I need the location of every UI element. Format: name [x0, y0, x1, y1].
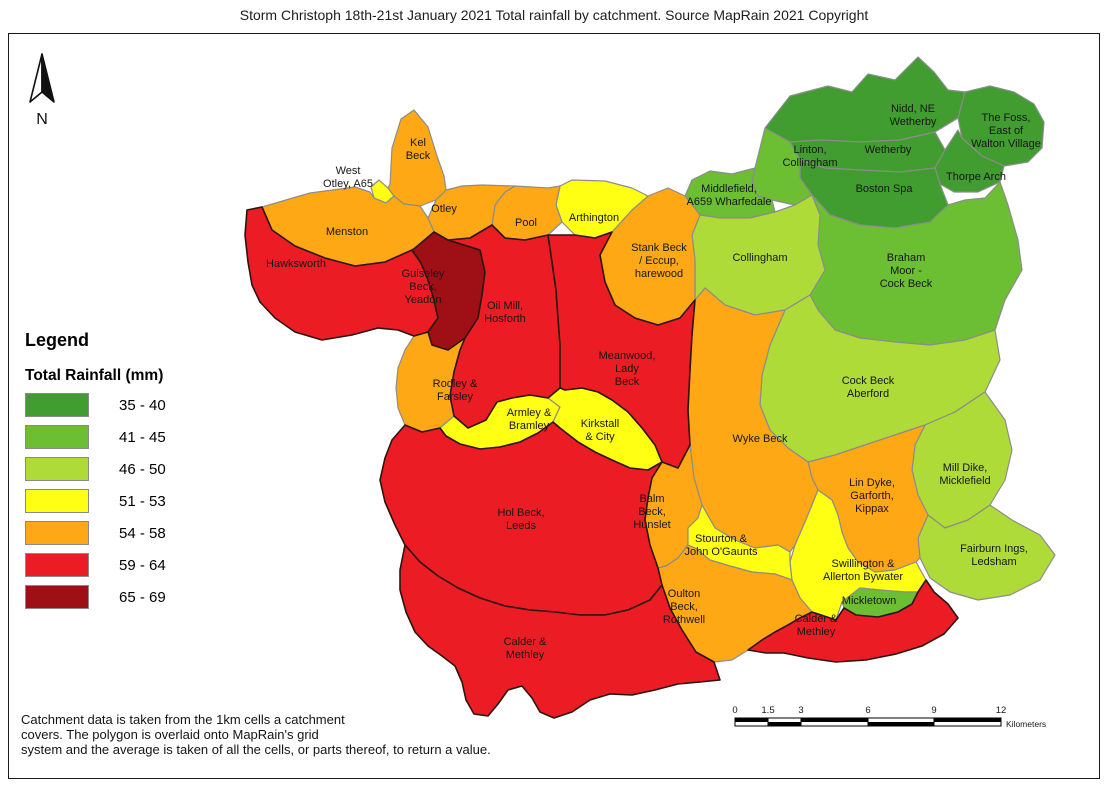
- region-the-foss-east-of-walton-village: [957, 85, 1045, 167]
- legend-swatch-0: [25, 393, 89, 417]
- region-label-arthington: Arthington: [569, 212, 619, 224]
- legend-class-label: 35 - 40: [119, 396, 166, 414]
- scale-tick-label: 3: [798, 705, 803, 716]
- region-label-wetherby: Wetherby: [865, 144, 912, 156]
- region-label-mickletown: Mickletown: [842, 595, 896, 607]
- region-label-stourton-john-ogaunts: Stourton & John O'Gaunts: [684, 533, 758, 558]
- region-label-middlefield-a659-wharfedale: Middlefield, A659 Wharfedale: [687, 183, 772, 208]
- region-label-lin-dyke-garforth-kippax: Lin Dyke, Garforth, Kippax: [849, 477, 895, 515]
- region-label-meanwood-lady-beck: Meanwood, Lady Beck: [599, 350, 656, 388]
- legend-class-label: 59 - 64: [119, 556, 166, 574]
- region-label-hol-beck-leeds: Hol Beck, Leeds: [497, 507, 544, 532]
- region-calder-methley: [399, 544, 721, 719]
- scale-tick-label: 1.5: [761, 705, 774, 716]
- legend-row: 35 - 40: [25, 393, 166, 417]
- legend-swatch-5: [25, 553, 89, 577]
- legend-rows: 35 - 40 41 - 45 46 - 50 51 - 53 54 - 58 59 - …: [25, 393, 166, 609]
- region-label-hawksworth: Hawksworth: [266, 258, 326, 270]
- region-label-menston: Menston: [326, 226, 368, 238]
- region-calder-methley-east: [747, 579, 959, 663]
- footnote: Catchment data is taken from the 1km cel…: [21, 712, 491, 757]
- legend-row: 51 - 53: [25, 489, 166, 513]
- legend-row: 54 - 58: [25, 521, 166, 545]
- legend-subtitle: Total Rainfall (mm): [25, 367, 164, 384]
- scale-bar: 0 1.5 3 6 9 12 Kilometers: [732, 705, 1046, 729]
- north-arrow-icon: N: [29, 53, 55, 128]
- region-label-armley-bramley: Armley & Bramley: [507, 407, 552, 432]
- scale-unit-label: Kilometers: [1006, 719, 1046, 729]
- scale-tick-label: 0: [732, 705, 737, 716]
- region-label-fairburn-ings-ledsham: Fairburn Ings, Ledsham: [960, 543, 1028, 568]
- region-label-calder-methley-east: Calder & Methley: [795, 613, 838, 638]
- legend-class-label: 46 - 50: [119, 460, 166, 478]
- region-label-wyke-beck: Wyke Beck: [733, 433, 788, 445]
- legend-row: 65 - 69: [25, 585, 166, 609]
- region-nidd-ne-wetherby: [764, 56, 966, 143]
- legend-class-label: 65 - 69: [119, 588, 166, 606]
- region-label-otley: Otley: [431, 203, 457, 215]
- region-label-boston-spa: Boston Spa: [856, 183, 914, 195]
- region-label-mill-dike-micklefield: Mill Dike, Micklefield: [939, 462, 990, 487]
- legend-swatch-3: [25, 489, 89, 513]
- region-label-the-foss-east-of-walton-village: The Foss, East of Walton Village: [971, 112, 1041, 150]
- region-oil-mill-hosforth: [447, 224, 561, 429]
- region-label-oil-mill-hosforth: Oil Mill, Hosforth: [484, 300, 526, 325]
- region-label-guiseley-beck-yeadon: Guiseley Beck, Yeadon: [402, 268, 445, 306]
- legend-class-label: 51 - 53: [119, 492, 166, 510]
- region-label-linton-collingham: Linton, Collingham: [782, 144, 837, 169]
- footnote-line: Catchment data is taken from the 1km cel…: [21, 712, 345, 727]
- legend-swatch-2: [25, 457, 89, 481]
- map-title: Storm Christoph 18th-21st January 2021 T…: [239, 7, 869, 23]
- legend-row: 41 - 45: [25, 425, 166, 449]
- legend-swatch-6: [25, 585, 89, 609]
- region-label-collingham: Collingham: [732, 252, 787, 264]
- region-label-west-otley-a65: West Otley, A65: [323, 165, 373, 190]
- region-label-calder-methley: Calder & Methley: [504, 636, 547, 661]
- region-fairburn-ings-ledsham: [917, 504, 1056, 601]
- legend-swatch-4: [25, 521, 89, 545]
- region-label-oulton-beck-rothwell: Oulton Beck, Rothwell: [663, 588, 705, 626]
- legend-row: 59 - 64: [25, 553, 166, 577]
- scale-tick-label: 12: [996, 705, 1007, 716]
- region-thorpe-arch: [934, 129, 1005, 193]
- region-label-balm-beck-hunslet: Balm Beck, Hunslet: [633, 493, 670, 531]
- legend-class-label: 41 - 45: [119, 428, 166, 446]
- region-label-thorpe-arch: Thorpe Arch: [946, 171, 1006, 183]
- region-label-kirkstall-city: Kirkstall & City: [581, 418, 620, 443]
- region-label-braham-moor-cock-beck: Braham Moor -Cock Beck: [880, 252, 933, 290]
- footnote-line: covers. The polygon is overlaid onto Map…: [21, 727, 319, 742]
- region-label-cock-beck-aberford: Cock Beck Aberford: [842, 375, 895, 400]
- region-meanwood-lady-beck: [547, 231, 696, 469]
- region-label-kel-beck: Kel Beck: [406, 137, 431, 162]
- scale-tick-label: 6: [865, 705, 870, 716]
- region-label-stank-beck-eccup-harewood: Stank Beck / Eccup, harewood: [631, 242, 687, 280]
- legend: Legend Total Rainfall (mm) 35 - 40 41 - 4…: [25, 330, 166, 618]
- region-label-nidd-ne-wetherby: Nidd, NE Wetherby: [890, 103, 937, 128]
- legend-heading: Legend: [25, 330, 90, 350]
- north-arrow-label: N: [36, 111, 48, 128]
- legend-swatch-1: [25, 425, 89, 449]
- legend-class-label: 54 - 58: [119, 524, 166, 542]
- region-label-rodley-farsley: Rodley & Farsley: [433, 378, 478, 403]
- scale-tick-label: 9: [931, 705, 936, 716]
- region-label-pool: Pool: [515, 217, 537, 229]
- region-label-swillington-allerton-bywater: Swillington & Allerton Bywater: [823, 558, 903, 583]
- footnote-line: system and the average is taken of all t…: [21, 742, 491, 757]
- legend-row: 46 - 50: [25, 457, 166, 481]
